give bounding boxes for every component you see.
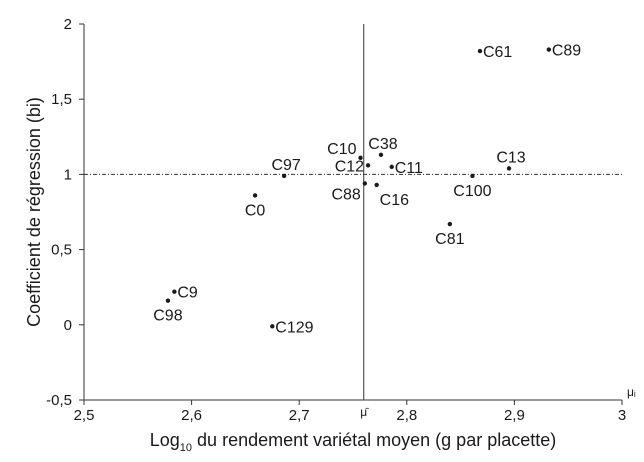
point-label-c61: C61 (483, 44, 512, 61)
data-point-c100 (470, 173, 475, 179)
data-point-c81 (447, 221, 453, 227)
data-point-c89 (546, 47, 552, 52)
point-label-c16: C16 (380, 192, 409, 209)
data-point-c16 (374, 182, 379, 188)
data-point-c13 (506, 166, 512, 171)
data-point-c98 (165, 298, 171, 303)
point-label-c38: C38 (368, 136, 397, 153)
point-label-c13: C13 (496, 149, 525, 166)
x-end-label: μᵢ (627, 385, 636, 399)
point-label-c89: C89 (552, 43, 581, 60)
ticks-group: -0,5 0 0,5 1 1,5 2 2,5 2,6 2,7 2,8 2,9 3 μ̄ μᵢ (46, 16, 636, 424)
point-label-c81: C81 (435, 231, 464, 248)
x-tick-label: 2,6 (181, 407, 202, 424)
y-tick-label: -0,5 (46, 392, 72, 409)
point-label-c9: C9 (177, 285, 198, 302)
x-tick-label: 2,5 (74, 407, 95, 424)
data-point-c11 (389, 164, 394, 170)
data-point-c9 (172, 289, 177, 294)
data-point-c0 (252, 193, 258, 198)
data-point-c38 (378, 152, 384, 158)
point-label-c97: C97 (271, 157, 300, 174)
x-tick-label: 2,8 (396, 407, 417, 424)
point-label-c98: C98 (153, 308, 182, 325)
y-tick-label: 2 (64, 16, 72, 33)
y-tick-label: 0,5 (51, 242, 72, 259)
x-tick-label: 2,7 (289, 407, 310, 424)
point-label-c11: C11 (395, 160, 423, 177)
axes-group (83, 24, 622, 401)
data-point-c10 (358, 155, 363, 161)
y-tick-label: 0 (64, 317, 72, 334)
point-label-c10: C10 (327, 141, 356, 158)
point-label-c12: C12 (335, 158, 364, 175)
point-label-c129: C129 (275, 319, 313, 336)
y-axis-title: Coefficient de régression (bi) (24, 97, 44, 327)
data-point-c12 (365, 163, 371, 168)
data-point-c129 (270, 324, 275, 329)
point-label-c100: C100 (453, 183, 491, 200)
data-point-c97 (281, 173, 287, 179)
x-tick-label: 3 (618, 407, 626, 424)
point-label-c0: C0 (245, 202, 266, 219)
point-label-c88: C88 (331, 186, 360, 203)
y-tick-label: 1,5 (51, 91, 72, 108)
data-point-c88 (362, 181, 368, 186)
y-tick-label: 1 (64, 166, 72, 183)
reference-lines-group (84, 24, 622, 400)
x-tick-label: 2,9 (504, 407, 525, 424)
data-point-c61 (477, 48, 483, 54)
axis-titles-group: Coefficient de régression (bi) Log10 du r… (24, 97, 556, 454)
x-axis-title: Log10 du rendement variétal moyen (g par… (150, 430, 557, 454)
mean-x-label: μ̄ (360, 405, 369, 419)
